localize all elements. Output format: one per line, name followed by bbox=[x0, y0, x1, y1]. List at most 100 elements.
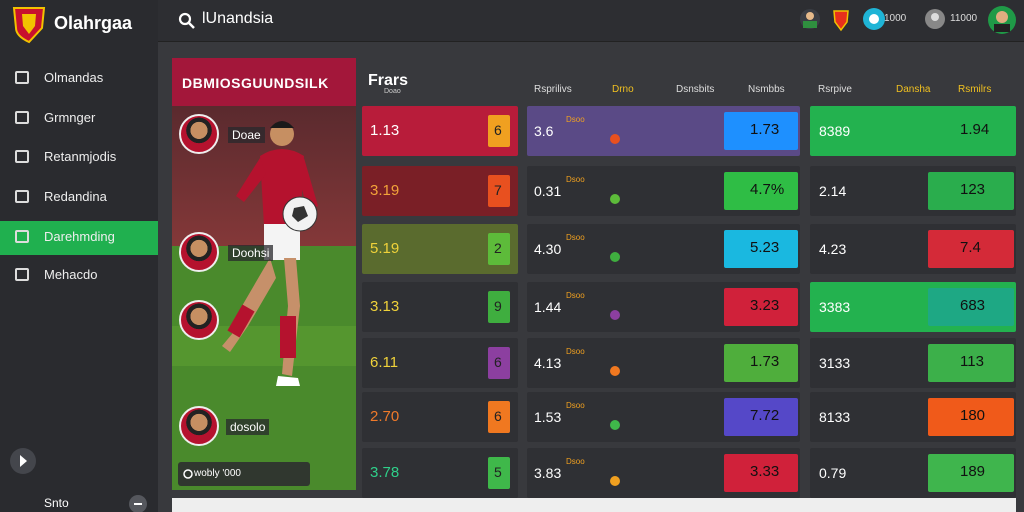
player-avatar[interactable] bbox=[179, 300, 219, 340]
left-value: 3.6 bbox=[534, 123, 554, 139]
badge-value: 7 bbox=[494, 182, 502, 198]
collapse-button[interactable] bbox=[8, 446, 38, 476]
right-value[interactable]: 4.7% bbox=[750, 181, 785, 198]
right-badge[interactable] bbox=[724, 230, 798, 268]
search-icon[interactable] bbox=[178, 12, 196, 30]
odds-badge[interactable] bbox=[488, 401, 510, 433]
menu-icon[interactable] bbox=[15, 71, 29, 84]
odds-badge[interactable] bbox=[488, 291, 510, 323]
odds-badge[interactable] bbox=[488, 115, 510, 147]
right-badge[interactable] bbox=[724, 112, 798, 150]
total-badge[interactable] bbox=[928, 172, 1014, 210]
market-tag: Dsoo bbox=[566, 347, 585, 356]
bottom-strip bbox=[172, 498, 1016, 512]
menu-item[interactable]: Darehmding bbox=[44, 229, 115, 244]
total-badge[interactable] bbox=[928, 454, 1014, 492]
sum-value: 2.14 bbox=[819, 183, 847, 199]
odds-value[interactable]: 3.78 bbox=[370, 464, 400, 481]
odds-value[interactable]: 3.13 bbox=[370, 298, 400, 315]
total-badge[interactable] bbox=[928, 112, 1014, 150]
market-tag: Dsoo bbox=[566, 115, 585, 124]
right-value[interactable]: 5.23 bbox=[750, 239, 780, 256]
menu-icon[interactable] bbox=[15, 111, 29, 124]
sum-value: 0.79 bbox=[819, 465, 847, 481]
column-header[interactable]: Rsprilivs bbox=[534, 84, 572, 95]
sum-value: 3383 bbox=[819, 299, 851, 315]
column-header[interactable]: Rsrpive bbox=[818, 84, 852, 95]
menu-icon[interactable] bbox=[15, 150, 29, 163]
total-value[interactable]: 180 bbox=[960, 407, 986, 424]
market-icon bbox=[610, 194, 620, 204]
column-header[interactable]: Dsnsbits bbox=[676, 84, 715, 95]
menu-icon[interactable] bbox=[15, 268, 29, 281]
search-text[interactable]: lUnandsia bbox=[202, 10, 274, 27]
right-badge[interactable] bbox=[724, 172, 798, 210]
total-badge[interactable] bbox=[928, 344, 1014, 382]
right-badge[interactable] bbox=[724, 344, 798, 382]
player-avatar[interactable] bbox=[179, 406, 219, 446]
total-badge[interactable] bbox=[928, 288, 1014, 326]
odds-value[interactable]: 6.11 bbox=[370, 354, 399, 371]
sidebar-footer[interactable]: Snto bbox=[44, 496, 69, 510]
sum-value: 4.23 bbox=[819, 241, 847, 257]
right-badge[interactable] bbox=[724, 398, 798, 436]
total-value[interactable]: 7.4 bbox=[960, 239, 981, 256]
right-value[interactable]: 1.73 bbox=[750, 121, 780, 138]
top-stat: 1000 bbox=[884, 13, 907, 24]
odds-value[interactable]: 2.70 bbox=[370, 408, 400, 425]
menu-active bbox=[0, 221, 158, 255]
total-badge[interactable] bbox=[928, 398, 1014, 436]
column-header[interactable]: Dansha bbox=[896, 84, 931, 95]
market-tag: Dsoo bbox=[566, 175, 585, 184]
odds-badge[interactable] bbox=[488, 347, 510, 379]
total-value[interactable]: 123 bbox=[960, 181, 986, 198]
right-value[interactable]: 3.23 bbox=[750, 297, 780, 314]
badge-value: 9 bbox=[494, 298, 502, 314]
menu-item[interactable]: Retanmjodis bbox=[44, 149, 117, 164]
menu-icon[interactable] bbox=[15, 230, 29, 243]
column-header[interactable]: Rsmilrs bbox=[958, 84, 992, 95]
odds-value[interactable]: 5.19 bbox=[370, 240, 400, 257]
player-name[interactable]: Doae bbox=[228, 127, 265, 143]
featured-image bbox=[172, 106, 356, 490]
market-title: Frars bbox=[368, 72, 409, 89]
badge-value: 6 bbox=[494, 408, 502, 424]
odds-value[interactable]: 1.13 bbox=[370, 122, 400, 139]
column-header[interactable]: Nsmbbs bbox=[748, 84, 785, 95]
market-subtitle: Doao bbox=[384, 88, 401, 95]
player-name[interactable]: Doohsi bbox=[228, 245, 274, 261]
right-value[interactable]: 3.33 bbox=[750, 463, 780, 480]
player-avatar[interactable] bbox=[179, 232, 219, 272]
player-avatar[interactable] bbox=[179, 114, 219, 154]
left-value: 1.44 bbox=[534, 299, 562, 315]
total-value[interactable]: 683 bbox=[960, 297, 986, 314]
left-value: 3.83 bbox=[534, 465, 562, 481]
sidebar bbox=[0, 0, 158, 512]
total-value[interactable]: 189 bbox=[960, 463, 986, 480]
right-value[interactable]: 1.73 bbox=[750, 353, 780, 370]
brand: Olahrgaa bbox=[54, 13, 133, 33]
logo bbox=[12, 7, 46, 44]
badge-value: 5 bbox=[494, 464, 502, 480]
odds-badge[interactable] bbox=[488, 233, 510, 265]
odds-badge[interactable] bbox=[488, 457, 510, 489]
badge-value: 6 bbox=[494, 354, 502, 370]
total-value[interactable]: 1.94 bbox=[960, 121, 990, 138]
total-badge[interactable] bbox=[928, 230, 1014, 268]
menu-icon[interactable] bbox=[15, 190, 29, 203]
player-name[interactable]: dosolo bbox=[226, 419, 270, 435]
footer-icon[interactable] bbox=[128, 494, 148, 512]
odds-badge[interactable] bbox=[488, 175, 510, 207]
menu-item[interactable]: Grmnger bbox=[44, 110, 96, 125]
menu-item[interactable]: Olmandas bbox=[44, 70, 104, 85]
odds-value[interactable]: 3.19 bbox=[370, 182, 400, 199]
right-badge[interactable] bbox=[724, 454, 798, 492]
menu-item[interactable]: Redandina bbox=[44, 189, 107, 204]
column-header[interactable]: Drno bbox=[612, 84, 634, 95]
total-value[interactable]: 113 bbox=[960, 353, 984, 370]
menu-item[interactable]: Mehacdo bbox=[44, 267, 98, 282]
market-tag: Dsoo bbox=[566, 457, 585, 466]
right-badge[interactable] bbox=[724, 288, 798, 326]
right-value[interactable]: 7.72 bbox=[750, 407, 780, 424]
